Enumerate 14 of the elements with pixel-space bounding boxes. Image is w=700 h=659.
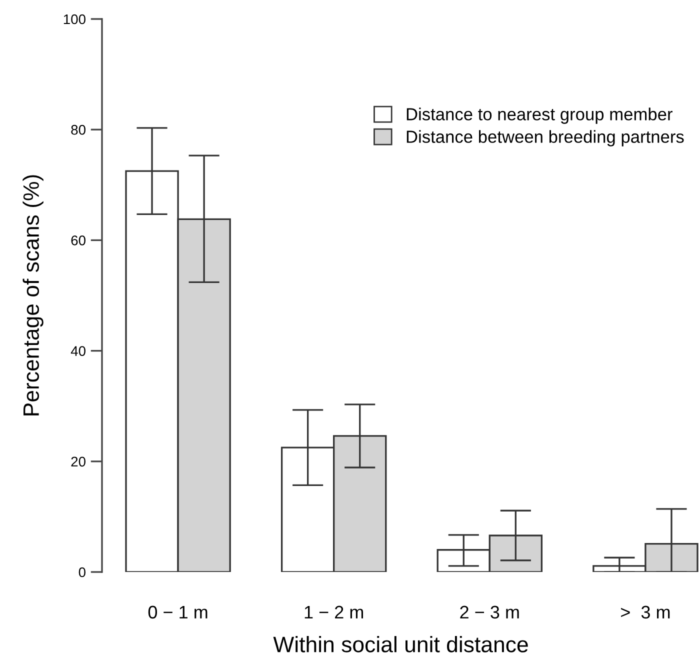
x-tick-label: 1 − 2 m — [304, 606, 364, 618]
y-tick-label: 80 — [71, 124, 86, 135]
legend-label: Distance to nearest group member — [406, 108, 672, 124]
x-tick-label: 0 − 1 m — [148, 606, 208, 619]
y-tick-label: 100 — [64, 14, 86, 24]
y-tick-label: 40 — [70, 346, 86, 356]
y-tick-label: 0 — [78, 567, 86, 578]
x-tick-label: 2 − 3 m — [460, 606, 519, 619]
legend-label: Distance between breeding partners — [406, 130, 684, 146]
y-axis-title: Percentage of scans (%) — [22, 175, 44, 416]
y-tick-label: 60 — [71, 236, 86, 246]
x-tick-label: > 3 m — [621, 606, 670, 619]
x-axis-title: Within social unit distance — [273, 636, 528, 652]
y-tick-label: 20 — [71, 456, 86, 467]
